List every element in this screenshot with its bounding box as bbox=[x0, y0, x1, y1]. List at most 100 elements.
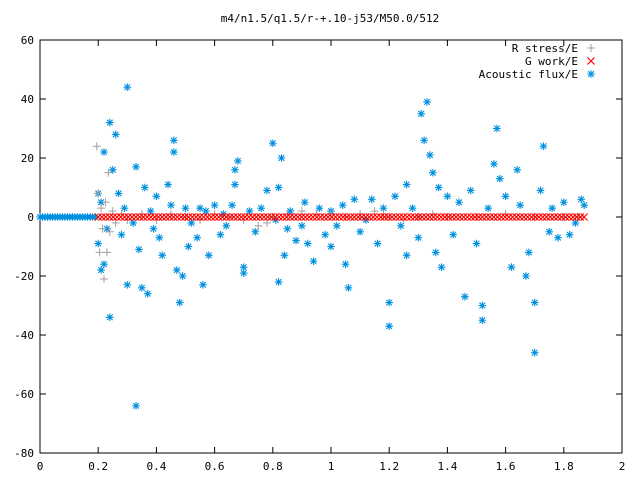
point-acoustic-flux bbox=[132, 402, 140, 410]
point-acoustic-flux bbox=[493, 124, 501, 133]
point-g-work bbox=[248, 213, 257, 221]
point-acoustic-flux bbox=[379, 204, 388, 212]
point-acoustic-flux bbox=[356, 227, 364, 236]
legend-label: R stress/E bbox=[512, 42, 578, 55]
series-acoustic-flux bbox=[36, 83, 588, 410]
point-r-stress bbox=[254, 221, 263, 230]
point-acoustic-flux bbox=[120, 204, 129, 212]
point-acoustic-flux bbox=[449, 230, 458, 239]
point-acoustic-flux bbox=[167, 201, 175, 209]
point-g-work bbox=[316, 213, 325, 221]
legend-marker bbox=[587, 70, 595, 78]
point-acoustic-flux bbox=[129, 219, 137, 227]
point-r-stress bbox=[105, 227, 114, 236]
point-g-work bbox=[124, 213, 133, 221]
y-tick-label: 20 bbox=[21, 152, 34, 165]
point-r-stress bbox=[102, 248, 111, 257]
point-g-work bbox=[474, 213, 483, 221]
point-acoustic-flux bbox=[106, 313, 114, 322]
point-acoustic-flux bbox=[100, 260, 108, 268]
point-g-work bbox=[293, 213, 302, 221]
point-g-work bbox=[324, 213, 332, 221]
point-acoustic-flux bbox=[443, 192, 452, 201]
point-g-work bbox=[497, 213, 506, 221]
point-acoustic-flux bbox=[103, 225, 111, 233]
point-g-work bbox=[565, 213, 574, 221]
point-g-work bbox=[550, 213, 558, 221]
point-g-work bbox=[535, 213, 543, 221]
point-acoustic-flux bbox=[108, 166, 117, 174]
point-acoustic-flux bbox=[193, 233, 201, 242]
x-tick-label: 1.6 bbox=[496, 460, 516, 473]
point-acoustic-flux bbox=[455, 198, 463, 207]
series-r-stress bbox=[92, 142, 583, 283]
point-g-work bbox=[422, 213, 430, 221]
point-g-work bbox=[508, 213, 517, 221]
point-g-work bbox=[109, 213, 118, 221]
point-acoustic-flux bbox=[234, 157, 242, 165]
point-acoustic-flux bbox=[315, 204, 324, 212]
series-layer bbox=[36, 83, 589, 410]
point-g-work bbox=[482, 213, 491, 221]
point-g-work bbox=[244, 213, 253, 221]
point-acoustic-flux bbox=[138, 284, 146, 292]
y-tick-label: -20 bbox=[14, 270, 34, 283]
y-tick-label: -80 bbox=[14, 447, 34, 460]
point-acoustic-flux bbox=[97, 266, 105, 274]
point-g-work bbox=[380, 213, 389, 221]
point-acoustic-flux bbox=[423, 98, 431, 106]
point-r-stress bbox=[98, 224, 107, 233]
point-acoustic-flux bbox=[164, 180, 172, 189]
point-g-work bbox=[275, 213, 283, 221]
point-acoustic-flux bbox=[516, 201, 524, 209]
point-acoustic-flux bbox=[210, 201, 219, 209]
point-g-work bbox=[470, 213, 479, 221]
y-tick-label: -60 bbox=[14, 388, 34, 401]
point-acoustic-flux bbox=[414, 233, 423, 242]
x-tick-label: 0.6 bbox=[205, 460, 225, 473]
legend-marker bbox=[587, 44, 595, 52]
x-tick-label: 1.2 bbox=[379, 460, 399, 473]
point-g-work bbox=[527, 213, 536, 221]
point-g-work bbox=[101, 213, 110, 221]
point-acoustic-flux bbox=[338, 201, 347, 209]
point-acoustic-flux bbox=[274, 278, 283, 286]
point-acoustic-flux bbox=[146, 207, 155, 215]
point-acoustic-flux bbox=[478, 301, 487, 310]
point-g-work bbox=[346, 213, 355, 221]
point-acoustic-flux-baseline bbox=[91, 213, 99, 221]
point-acoustic-flux bbox=[525, 248, 533, 257]
point-acoustic-flux bbox=[170, 136, 178, 145]
point-acoustic-flux bbox=[123, 281, 132, 289]
point-acoustic-flux bbox=[196, 204, 204, 212]
point-g-work bbox=[188, 213, 197, 221]
point-g-work bbox=[252, 213, 261, 221]
point-g-work bbox=[327, 213, 336, 221]
point-g-work bbox=[233, 213, 242, 221]
point-g-work bbox=[177, 213, 186, 221]
point-g-work bbox=[467, 213, 476, 221]
point-g-work bbox=[143, 213, 152, 221]
point-g-work bbox=[357, 213, 366, 221]
point-acoustic-flux bbox=[501, 192, 510, 201]
point-acoustic-flux bbox=[132, 163, 140, 171]
point-g-work bbox=[493, 213, 502, 221]
point-acoustic-flux bbox=[251, 227, 260, 236]
point-acoustic-flux bbox=[199, 281, 207, 289]
point-acoustic-flux bbox=[495, 174, 504, 183]
point-acoustic-flux bbox=[417, 109, 426, 118]
point-r-stress bbox=[104, 168, 113, 177]
point-acoustic-flux bbox=[513, 166, 522, 174]
point-acoustic-flux bbox=[484, 204, 492, 212]
point-g-work bbox=[263, 213, 272, 221]
point-g-work bbox=[260, 213, 268, 221]
point-g-work bbox=[561, 213, 570, 221]
point-g-work bbox=[116, 213, 125, 221]
point-acoustic-flux bbox=[344, 284, 353, 292]
point-g-work bbox=[354, 213, 363, 221]
point-g-work bbox=[384, 213, 393, 221]
point-g-work bbox=[128, 213, 137, 221]
y-tick-label: 60 bbox=[21, 34, 34, 47]
